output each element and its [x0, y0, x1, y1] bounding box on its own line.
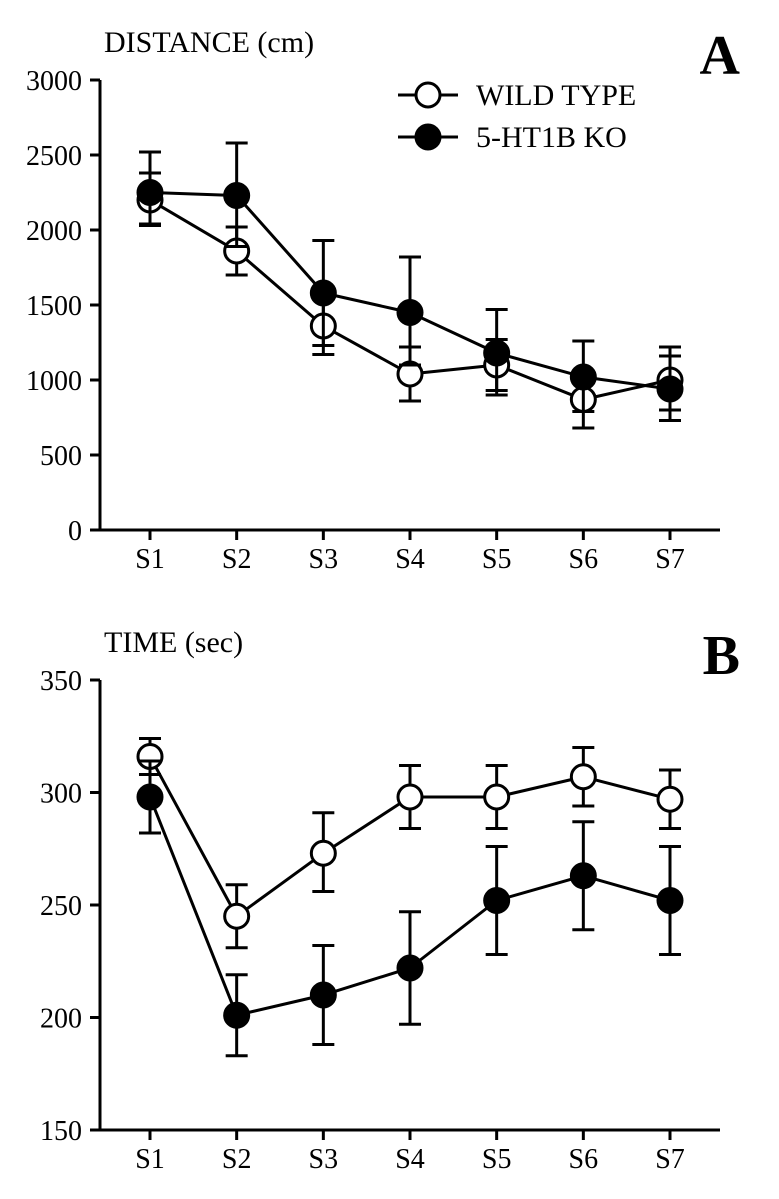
figure-root: { "canvas": { "width": 779, "height": 11…	[0, 0, 779, 1199]
y-tick-label: 2500	[26, 141, 82, 172]
y-tick-label: 1500	[26, 291, 82, 322]
marker-filled	[658, 889, 682, 913]
x-tick-label: S3	[309, 544, 339, 575]
marker-open	[571, 765, 595, 789]
marker-filled	[311, 281, 335, 305]
x-tick-label: S6	[569, 544, 599, 575]
y-tick-label: 3000	[26, 66, 82, 97]
y-tick-label: 500	[40, 441, 82, 472]
marker-open	[225, 904, 249, 928]
y-tick-label: 150	[40, 1116, 82, 1147]
marker-open	[311, 841, 335, 865]
x-tick-label: S4	[395, 544, 425, 575]
x-tick-label: S3	[309, 1144, 339, 1175]
marker-open	[485, 785, 509, 809]
x-tick-label: S2	[222, 1144, 252, 1175]
y-tick-label: 300	[40, 779, 82, 810]
marker-open	[658, 787, 682, 811]
marker-filled	[571, 365, 595, 389]
marker-filled	[311, 983, 335, 1007]
x-tick-label: S7	[655, 1144, 685, 1175]
marker-filled	[398, 301, 422, 325]
marker-filled	[658, 377, 682, 401]
y-tick-label: 200	[40, 1004, 82, 1035]
y-tick-label: 0	[68, 516, 82, 547]
legend-label: WILD TYPE	[476, 79, 636, 112]
x-tick-label: S4	[395, 1144, 425, 1175]
x-tick-label: S5	[482, 544, 512, 575]
x-tick-label: S7	[655, 544, 685, 575]
panel-letter: A	[700, 25, 741, 87]
panel-letter: B	[703, 625, 740, 687]
y-axis-title: TIME (sec)	[104, 626, 243, 659]
x-tick-label: S5	[482, 1144, 512, 1175]
chart-svg: 0 500 1000 1500 2000 2500 3000 S1 S2 S3 S4 S5 S6 S7 DI…	[0, 0, 779, 1199]
y-axis-title: DISTANCE (cm)	[104, 26, 314, 59]
legend-marker	[416, 83, 440, 107]
y-tick-label: 2000	[26, 216, 82, 247]
marker-filled	[398, 956, 422, 980]
marker-filled	[571, 864, 595, 888]
marker-filled	[225, 184, 249, 208]
legend-label: 5-HT1B KO	[476, 121, 627, 154]
x-tick-label: S1	[135, 1144, 165, 1175]
marker-filled	[225, 1003, 249, 1027]
marker-filled	[485, 889, 509, 913]
marker-filled	[138, 785, 162, 809]
x-tick-label: S2	[222, 544, 252, 575]
marker-filled	[485, 341, 509, 365]
legend-marker	[416, 125, 440, 149]
marker-open	[398, 785, 422, 809]
marker-filled	[138, 181, 162, 205]
y-tick-label: 250	[40, 891, 82, 922]
y-tick-label: 1000	[26, 366, 82, 397]
y-tick-label: 350	[40, 666, 82, 697]
x-tick-label: S6	[569, 1144, 599, 1175]
x-tick-label: S1	[135, 544, 165, 575]
